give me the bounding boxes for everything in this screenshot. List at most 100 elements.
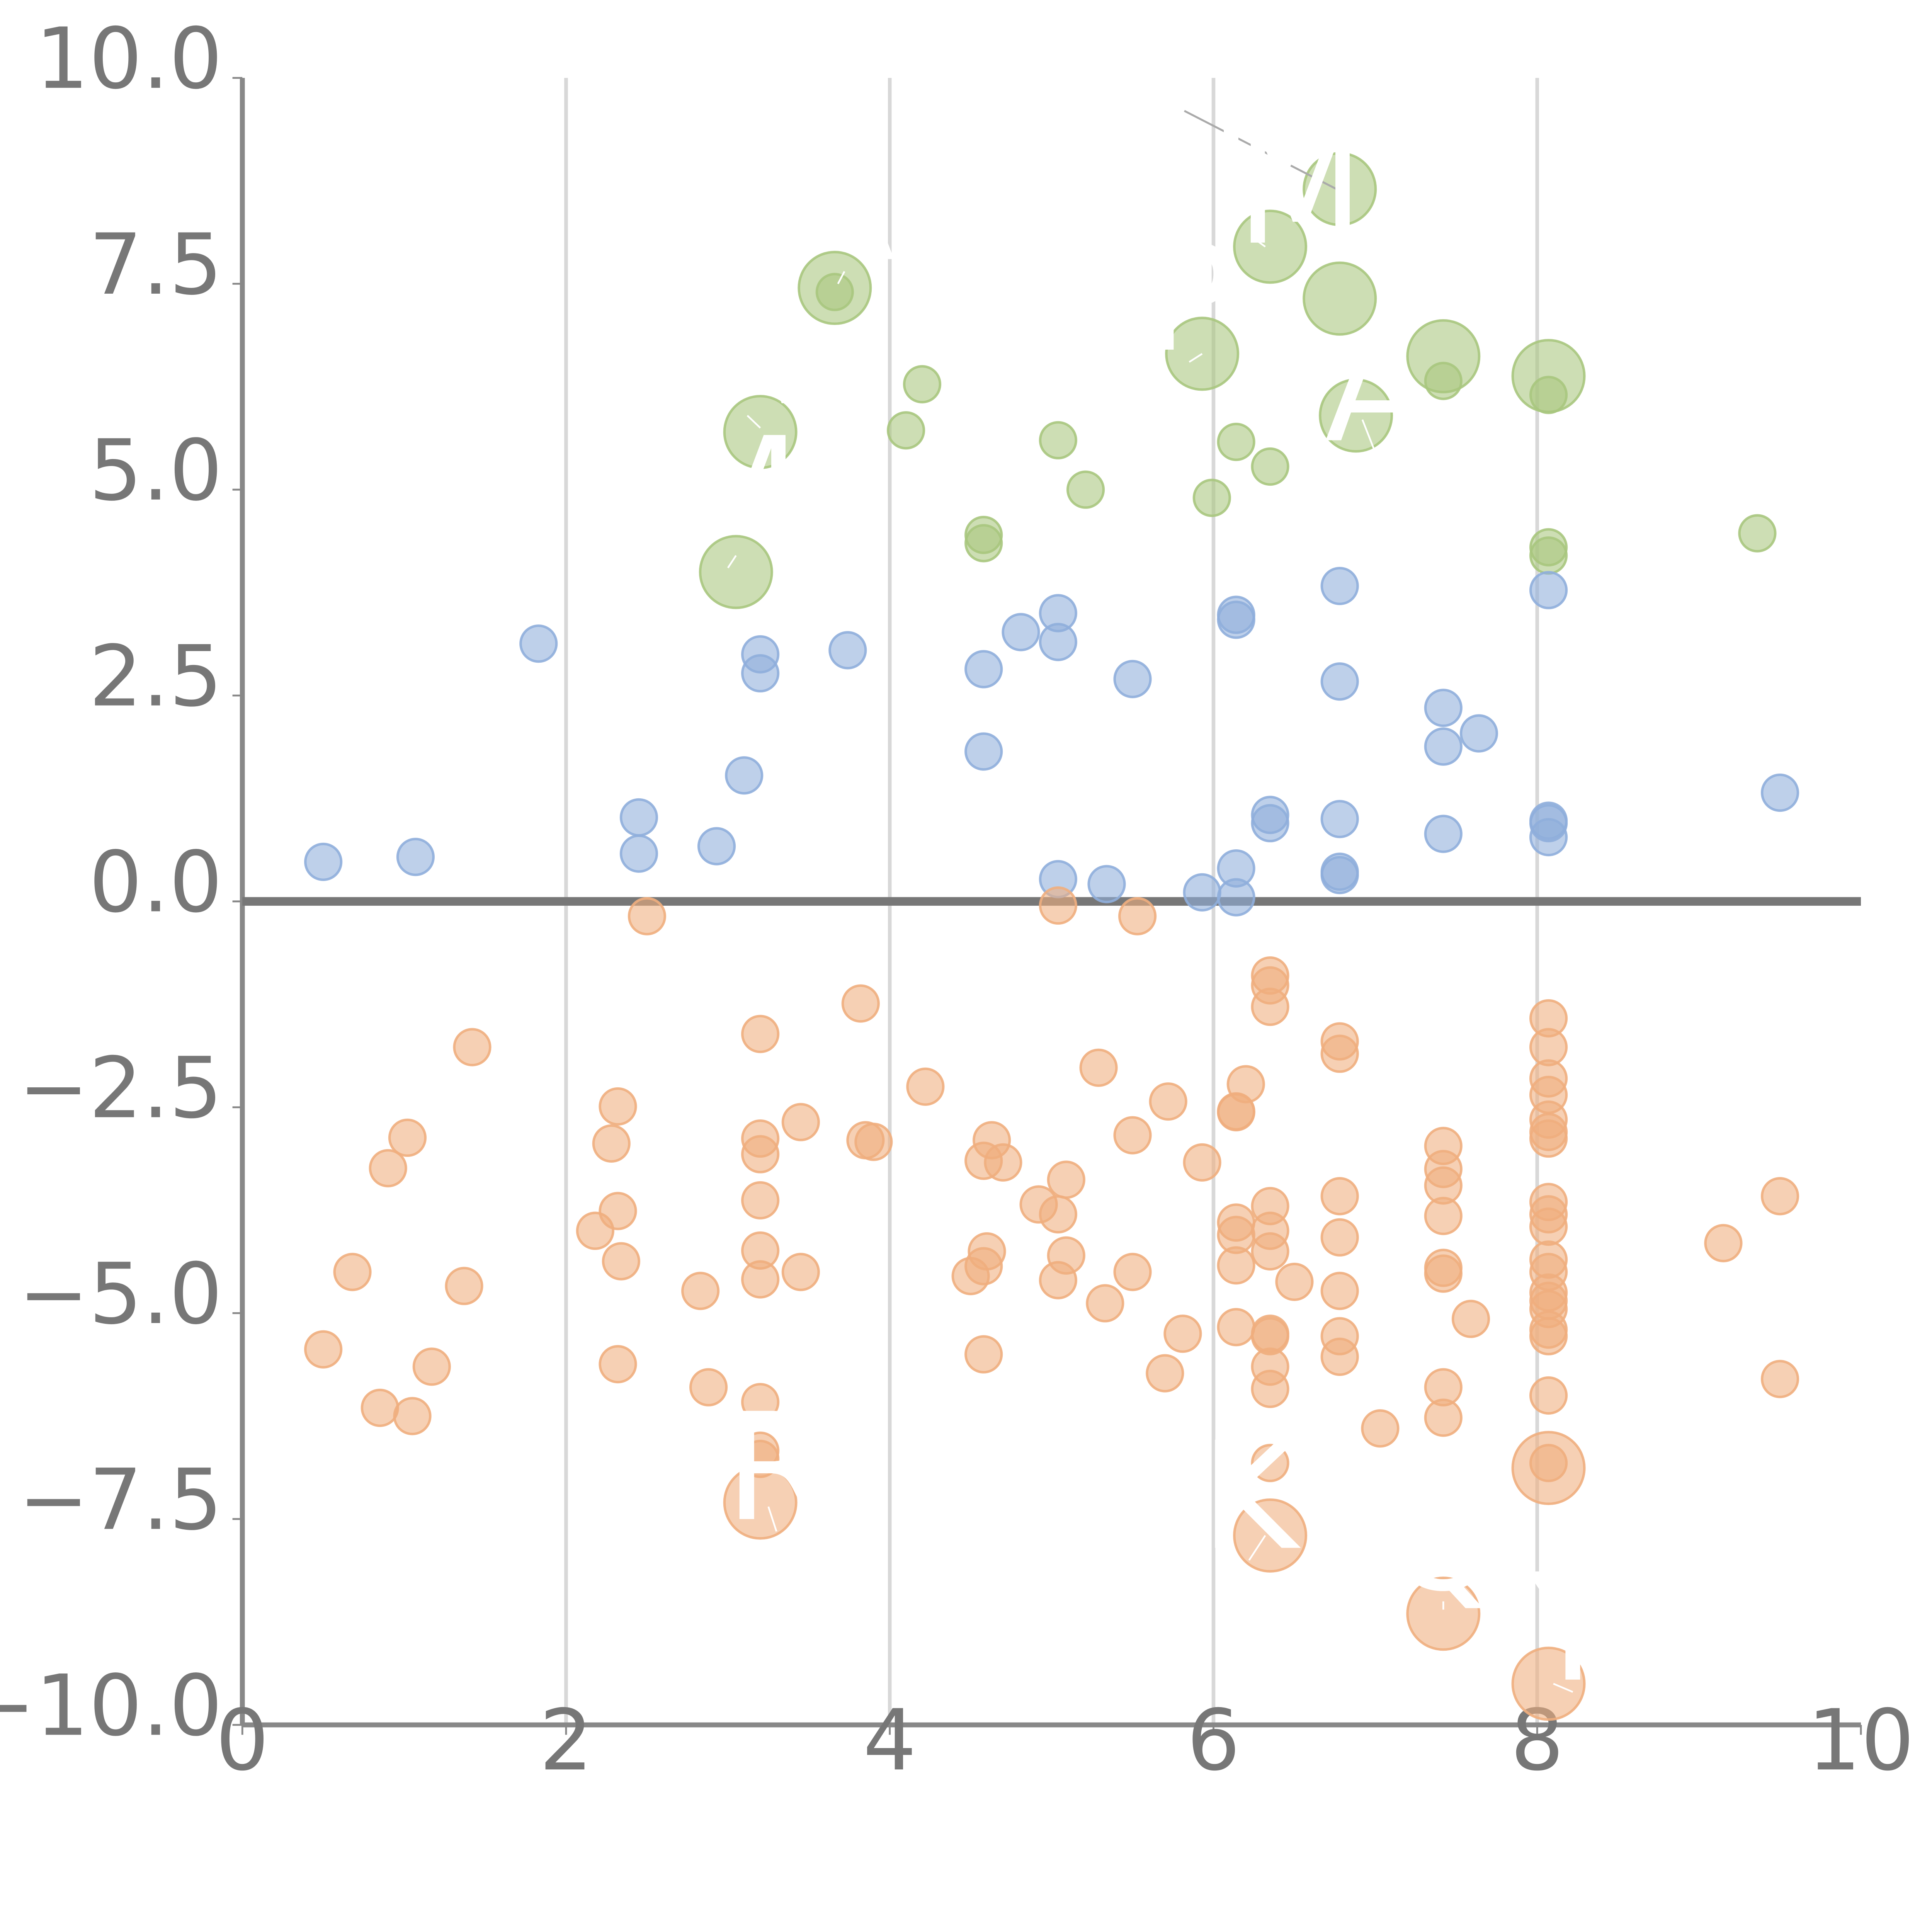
data-point-high: [1529, 536, 1568, 575]
data-point-low: [599, 1087, 637, 1126]
data-point-high: [1424, 362, 1463, 400]
data-point-low: [1320, 1177, 1359, 1216]
data-point-high: [1192, 478, 1231, 517]
data-point-low: [1275, 1262, 1314, 1301]
data-point-low: [1320, 1272, 1359, 1310]
x-tick-label: 4: [863, 1692, 916, 1789]
data-point-high: [1319, 378, 1393, 453]
data-point-low: [453, 1028, 492, 1066]
data-point-low: [1320, 1218, 1359, 1257]
data-point-high: [699, 535, 773, 609]
data-point-low: [1149, 1082, 1187, 1121]
data-point-low: [1704, 1224, 1743, 1262]
data-point-mid: [1459, 714, 1498, 753]
data-point-high: [1303, 152, 1377, 226]
data-point-low: [964, 1247, 1003, 1286]
data-point-low: [599, 1345, 637, 1384]
x-tick-label: 2: [539, 1692, 593, 1789]
data-point-low: [1217, 1246, 1255, 1285]
data-point-low: [1361, 1409, 1400, 1448]
data-point-low: [1529, 1208, 1568, 1246]
data-point-low: [1451, 1299, 1490, 1338]
data-point-low: [599, 1192, 637, 1230]
data-point-mid: [964, 650, 1003, 689]
data-point-low: [1079, 1048, 1118, 1087]
data-point-low: [1511, 1431, 1586, 1505]
data-point-low: [1113, 1253, 1152, 1291]
data-point-mid: [1087, 865, 1126, 903]
data-point-mid: [619, 798, 658, 837]
data-point-mid: [1002, 613, 1040, 651]
data-point-low: [854, 1122, 893, 1161]
data-point-mid: [1217, 878, 1255, 917]
annotation-connector: [1248, 1535, 1266, 1561]
data-point-low: [1529, 1376, 1568, 1415]
data-point-low: [741, 1135, 780, 1173]
data-point-high: [1233, 209, 1308, 284]
data-point-low: [412, 1347, 451, 1386]
data-point-mid: [1320, 800, 1359, 838]
data-point-low: [1047, 1236, 1085, 1275]
data-point-mid: [1529, 818, 1568, 857]
data-point-low: [781, 1253, 820, 1291]
data-point-low: [388, 1118, 427, 1157]
y-tick-label: −5.0: [19, 1245, 223, 1343]
data-point-low: [1118, 897, 1157, 935]
data-point-low: [1424, 1254, 1463, 1293]
y-tick-label: 7.5: [89, 216, 223, 314]
data-point-mid: [1217, 600, 1255, 639]
annotation-connector: [1253, 238, 1266, 248]
data-point-low: [304, 1330, 343, 1369]
data-point-high: [887, 411, 925, 450]
data-point-mid: [725, 756, 764, 795]
data-point-low: [369, 1149, 407, 1187]
y-tick-label: −2.5: [19, 1039, 223, 1137]
y-tick-label: −10.0: [0, 1657, 223, 1755]
data-point-low: [1320, 1034, 1359, 1073]
y-tick-label: 10.0: [36, 10, 223, 108]
data-point-low: [741, 1015, 780, 1053]
data-point-mid: [964, 732, 1003, 771]
data-point-low: [906, 1067, 945, 1106]
data-point-mid: [1039, 622, 1077, 662]
data-point-mid: [1760, 773, 1799, 812]
data-point-high: [1738, 514, 1777, 553]
data-point-low: [1760, 1360, 1799, 1398]
data-point-high: [903, 365, 942, 404]
y-tick-label: 2.5: [89, 628, 223, 726]
data-point-mid: [1251, 804, 1289, 842]
annotation-label: A: [697, 265, 799, 438]
data-point-low: [393, 1397, 432, 1435]
data-point-high: [1039, 421, 1077, 459]
data-point-mid: [1320, 566, 1359, 605]
marks-layer: [304, 152, 1799, 1721]
data-point-low: [1113, 1116, 1152, 1155]
annotation-connector: [767, 1506, 777, 1532]
data-point-low: [1251, 1444, 1289, 1482]
data-point-low: [681, 1272, 720, 1310]
data-point-mid: [1183, 873, 1221, 912]
annotation-leader-line: [1184, 110, 1337, 190]
x-tick-label: 0: [216, 1692, 269, 1789]
data-point-low: [628, 897, 666, 935]
data-point-high: [723, 395, 798, 469]
data-point-low: [1226, 1065, 1265, 1104]
data-point-high: [1066, 470, 1105, 509]
y-tick-label: 5.0: [89, 422, 223, 520]
data-point-mid: [1424, 815, 1463, 853]
data-point-low: [741, 1181, 780, 1220]
data-point-low: [1424, 1398, 1463, 1437]
data-point-low: [1183, 1143, 1221, 1182]
data-point-low: [781, 1103, 820, 1141]
data-point-low: [1039, 1195, 1077, 1234]
data-point-low: [841, 984, 880, 1023]
data-point-high: [1217, 422, 1255, 461]
data-point-low: [1760, 1177, 1799, 1216]
data-point-low: [602, 1242, 640, 1281]
data-point-high: [1529, 376, 1568, 414]
annotation-label: Y: [1525, 1542, 1620, 1715]
data-point-mid: [396, 838, 435, 876]
